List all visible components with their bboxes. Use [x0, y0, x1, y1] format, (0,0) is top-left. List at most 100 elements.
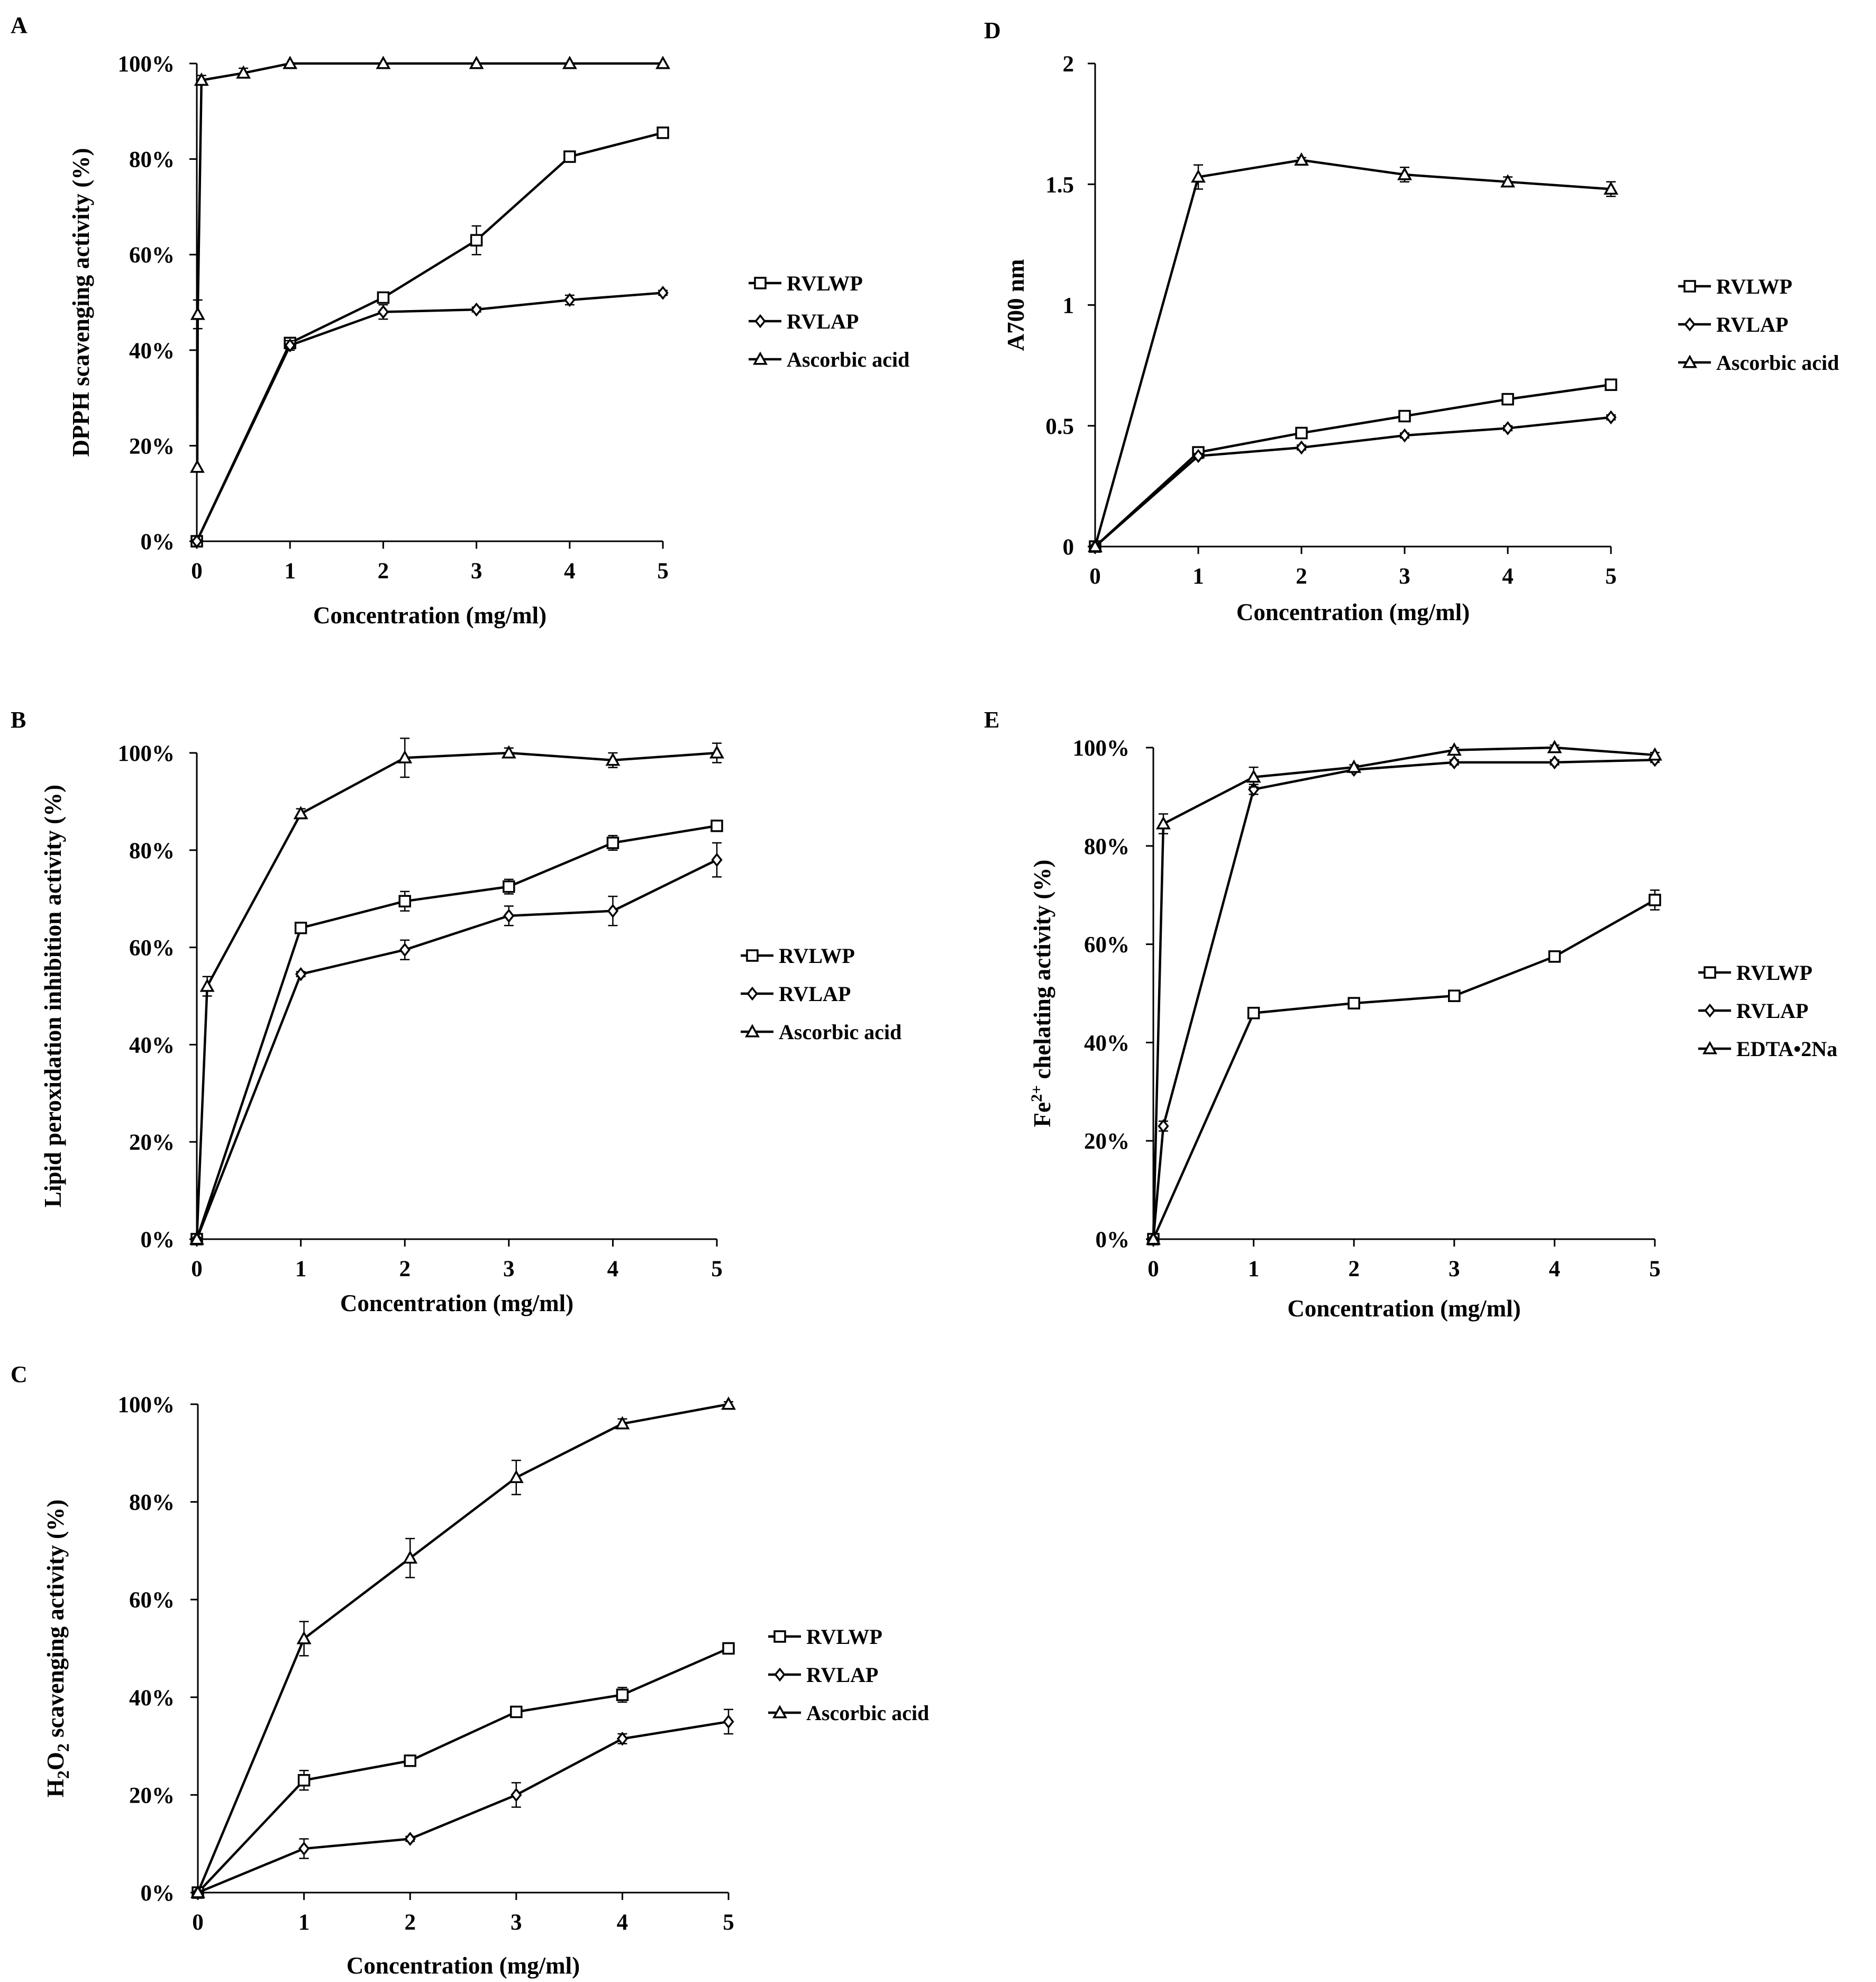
data-point-diamond	[657, 286, 669, 300]
data-point-diamond	[1158, 1119, 1169, 1133]
panel-label-c: C	[11, 1361, 28, 1387]
data-point-triangle	[615, 1416, 630, 1430]
y-tick-label: 40%	[129, 339, 175, 363]
data-point-triangle	[1547, 740, 1562, 753]
legend-marker-diamond	[754, 314, 766, 329]
legend-label: RVLWP	[806, 1625, 882, 1649]
legend-label: RVLWP	[779, 944, 855, 968]
data-point-diamond	[616, 1731, 629, 1746]
data-point-diamond	[404, 1832, 416, 1846]
data-point-triangle	[236, 65, 251, 79]
x-tick-label: 4	[1502, 564, 1514, 589]
data-point-diamond	[1192, 449, 1204, 463]
y-tick-label: 40%	[129, 1686, 175, 1711]
y-axis-title-part: scavenging activity (%)	[42, 1499, 69, 1743]
data-point-triangle	[1155, 816, 1171, 830]
x-tick-label: 3	[503, 1257, 515, 1281]
series-square	[1089, 378, 1617, 553]
data-point-square	[657, 126, 669, 139]
series-diamond	[192, 1708, 734, 1900]
y-tick-label: 1	[1063, 294, 1074, 319]
data-point-triangle	[605, 752, 621, 766]
x-tick-label: 3	[511, 1910, 522, 1935]
data-point-square	[606, 837, 620, 849]
series-line	[195, 751, 717, 1240]
data-point-diamond	[1605, 410, 1617, 425]
data-point-diamond	[284, 338, 296, 353]
legend-marker-triangle	[772, 1705, 787, 1719]
y-tick-label: 100%	[118, 52, 175, 77]
data-point-triangle	[1088, 539, 1103, 552]
series-triangle	[189, 738, 724, 1245]
x-tick-label: 5	[1605, 564, 1617, 589]
data-point-square	[616, 1688, 629, 1701]
y-tick-label: 0%	[1096, 1228, 1130, 1252]
legend-entry: RVLWP	[1698, 961, 1813, 985]
panel-label-b: B	[11, 707, 26, 733]
legend-marker-triangle	[745, 1024, 760, 1038]
legend-marker-square	[1704, 966, 1716, 979]
panel-a-dpph-chart: 0% 20% 40% 60% 80% 100% 0 1 2 3 4 5 Concentration (m…	[68, 52, 909, 629]
data-point-square	[294, 922, 307, 934]
series-square	[192, 1642, 735, 1899]
y-tick-label: 100%	[118, 741, 175, 766]
data-point-square	[398, 895, 411, 908]
x-tick-label: 1	[1192, 564, 1204, 589]
legend-entry: RVLAP	[749, 310, 859, 333]
y-tick-label: 20%	[1084, 1129, 1130, 1154]
y-tick-label: 40%	[129, 1033, 175, 1058]
x-tick-label: 2	[404, 1910, 416, 1935]
x-tick-label: 4	[617, 1910, 629, 1935]
data-point-diamond	[191, 534, 203, 549]
x-axis-title: Concentration (mg/ml)	[340, 1290, 573, 1316]
y-tick-label: 1.5	[1045, 172, 1074, 197]
data-point-diamond	[607, 904, 619, 918]
data-point-triangle	[189, 459, 205, 473]
y-axis-title: Lipid peroxidation inhibition activity (…	[40, 785, 66, 1207]
y-tick-label: 20%	[129, 434, 175, 459]
legend-marker-diamond	[1684, 317, 1696, 332]
series-line	[195, 859, 717, 1240]
data-point-square	[1501, 393, 1514, 406]
legend-entry: RVLAP	[741, 982, 851, 1006]
data-point-diamond	[503, 908, 515, 923]
x-tick-label: 3	[1449, 1257, 1460, 1281]
data-point-diamond	[1296, 440, 1307, 455]
series-line	[195, 131, 663, 542]
x-tick-label: 0	[191, 1257, 203, 1281]
data-point-triangle	[1146, 1231, 1161, 1245]
data-point-diamond	[377, 305, 389, 319]
legend-entry: RVLAP	[1698, 999, 1808, 1023]
x-tick-label: 3	[471, 559, 482, 584]
y-tick-label: 60%	[129, 243, 175, 268]
data-point-triangle	[1294, 152, 1309, 166]
y-tick-label: 100%	[1073, 736, 1130, 761]
data-point-triangle	[1647, 747, 1662, 761]
y-tick-label: 80%	[129, 148, 175, 172]
legend-marker-diamond	[774, 1667, 786, 1682]
data-point-diamond	[711, 852, 723, 867]
series-line	[195, 292, 663, 542]
y-axis-title-part: H	[42, 1779, 69, 1797]
data-point-triangle	[508, 1469, 524, 1483]
x-tick-label: 0	[192, 1910, 204, 1935]
x-tick-label: 4	[564, 559, 576, 584]
data-point-diamond	[470, 302, 482, 317]
x-tick-label: 2	[378, 559, 389, 584]
data-point-square	[1605, 378, 1617, 391]
y-axis-title: Fe2+ chelating activity (%)	[1028, 860, 1055, 1128]
data-point-diamond	[1399, 428, 1410, 443]
series-line	[1094, 383, 1611, 548]
data-point-square	[1295, 426, 1308, 440]
data-point-triangle	[296, 1631, 312, 1644]
x-tick-label: 5	[711, 1257, 723, 1281]
series-line	[1094, 159, 1611, 547]
data-point-triangle	[1446, 742, 1462, 756]
legend-entry: Ascorbic acid	[749, 348, 909, 371]
legend-marker-triangle	[1682, 354, 1697, 368]
series-line	[196, 62, 663, 468]
x-axis-title: Concentration (mg/ml)	[1236, 599, 1470, 625]
legend-marker-square	[754, 277, 767, 289]
x-tick-label: 5	[723, 1910, 734, 1935]
x-tick-label: 2	[399, 1257, 411, 1281]
